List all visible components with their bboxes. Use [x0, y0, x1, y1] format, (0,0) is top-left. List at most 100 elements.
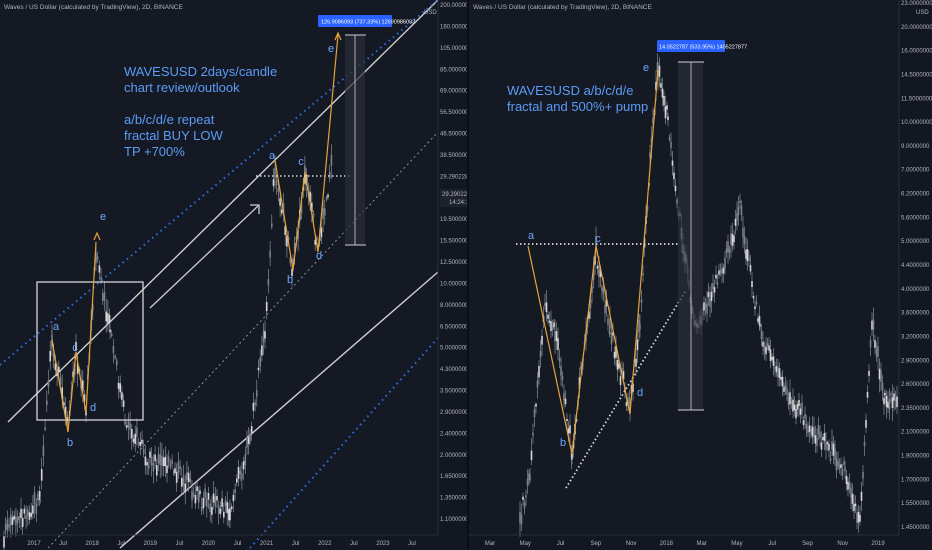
- left-candle: [297, 229, 299, 240]
- wave-label-e-2017: e: [100, 211, 106, 223]
- left-x-tick: Jul: [350, 541, 358, 547]
- left-candle: [3, 536, 5, 548]
- left-candle: [20, 508, 22, 519]
- left-candle: [67, 420, 69, 424]
- left-candle: [289, 257, 292, 264]
- right-candle: [774, 366, 776, 370]
- right-candle: [636, 339, 639, 351]
- right-candle: [838, 464, 841, 469]
- left-candle: [75, 341, 77, 351]
- right-candle: [887, 401, 889, 409]
- right-candle: [520, 515, 523, 525]
- right-candle: [668, 137, 671, 140]
- left-chart-pane[interactable]: Waves / US Dollar (calculated by Trading…: [0, 0, 476, 550]
- left-candle: [271, 223, 273, 228]
- right-candle: [655, 82, 657, 91]
- left-candle: [330, 154, 333, 166]
- right-candle: [632, 383, 634, 392]
- right-candle: [710, 291, 713, 302]
- left-candle: [181, 478, 183, 487]
- right-y-tick: 10.0000000: [901, 120, 932, 126]
- left-candle: [95, 252, 97, 263]
- right-candle: [660, 83, 662, 88]
- right-candle: [891, 397, 894, 409]
- right-candle: [628, 397, 631, 404]
- left-candle: [152, 463, 155, 472]
- left-candle: [216, 496, 218, 501]
- right-candle: [759, 324, 761, 327]
- right-candle: [555, 331, 558, 342]
- left-candle: [18, 516, 21, 521]
- left-candle: [179, 466, 181, 469]
- right-candle: [541, 335, 543, 345]
- left-note-line-3: a/b/c/d/e repeat: [124, 112, 215, 127]
- right-candle: [716, 282, 719, 285]
- left-candle: [142, 448, 145, 455]
- left-y-tick: 69.0000000: [440, 89, 472, 95]
- left-candle: [6, 519, 9, 531]
- right-candle: [880, 370, 882, 382]
- wave-label-c-2021: c: [298, 156, 304, 168]
- right-candle: [595, 236, 597, 247]
- right-candle: [730, 233, 732, 245]
- left-y-tick: 1.6500000: [440, 474, 469, 480]
- right-candle: [746, 249, 749, 262]
- right-x-axis[interactable]: Mar May Jul Sep Nov 2018 Mar May Jul Sep Nov 2019: [485, 541, 886, 547]
- right-y-tick: 6.2000000: [901, 192, 930, 198]
- right-candle: [798, 399, 800, 407]
- left-candle: [257, 367, 260, 371]
- right-y-axis[interactable]: 23.0000000 20.0000000 16.0000000 14.5000000…: [901, 1, 932, 531]
- right-candle: [772, 356, 775, 366]
- right-chart-pane[interactable]: Waves / US Dollar (calculated by Trading…: [469, 0, 932, 547]
- right-candle: [742, 227, 744, 238]
- right-candle: [802, 420, 805, 426]
- left-candle: [291, 268, 293, 277]
- right-candle: [718, 270, 720, 275]
- left-candle: [316, 237, 318, 241]
- right-candle: [890, 393, 892, 396]
- left-y-tick: 4.3000000: [440, 367, 469, 373]
- left-candle: [137, 442, 140, 445]
- left-candle: [64, 406, 67, 418]
- wave-label-c-2017: c: [72, 342, 78, 354]
- left-candle: [169, 462, 172, 467]
- left-chart-title: Waves / US Dollar (calculated by Trading…: [4, 4, 183, 11]
- right-candle: [813, 427, 815, 438]
- right-candle: [763, 345, 766, 352]
- right-candle: [635, 358, 637, 367]
- left-candle: [76, 362, 79, 374]
- left-y-tick: 46.5000000: [440, 132, 472, 138]
- right-x-tick: Mar: [485, 541, 495, 547]
- left-candle: [11, 517, 14, 525]
- right-candle: [777, 366, 779, 378]
- left-candle: [322, 207, 324, 220]
- left-y-axis[interactable]: 200.0000000 160.0000000 105.0000000 85.0000…: [440, 3, 476, 523]
- right-candle: [554, 330, 556, 342]
- right-candle: [734, 218, 737, 226]
- left-y-tick: 29.2902287: [440, 174, 472, 180]
- left-x-axis[interactable]: 2017 Jul 2018 Jul 2019 Jul 2020 Jul 2021 Jul 2022 J…: [27, 541, 416, 547]
- left-candle: [61, 387, 63, 400]
- left-candle: [202, 497, 205, 509]
- right-candle: [884, 392, 886, 396]
- right-candle: [808, 425, 811, 432]
- left-y-tick: 6.5000000: [440, 324, 469, 330]
- left-candle: [254, 402, 256, 406]
- right-candle: [580, 365, 582, 370]
- left-candle: [177, 461, 180, 473]
- left-candle: [325, 197, 328, 200]
- right-measure-badge: [657, 40, 725, 52]
- right-candle: [841, 468, 844, 476]
- right-candle: [804, 413, 806, 419]
- right-candle: [828, 444, 830, 451]
- right-candle: [780, 376, 782, 380]
- right-candle: [835, 458, 838, 471]
- right-candle: [896, 396, 898, 408]
- right-measure-badge-text: 14.0522787 (533.95%) 1405227877: [659, 45, 747, 51]
- right-candle: [519, 511, 521, 524]
- right-candle: [740, 205, 743, 215]
- left-y-tick: 56.5000000: [440, 110, 472, 116]
- left-candle: [38, 491, 41, 501]
- right-candle: [823, 432, 826, 441]
- left-candle: [129, 422, 131, 430]
